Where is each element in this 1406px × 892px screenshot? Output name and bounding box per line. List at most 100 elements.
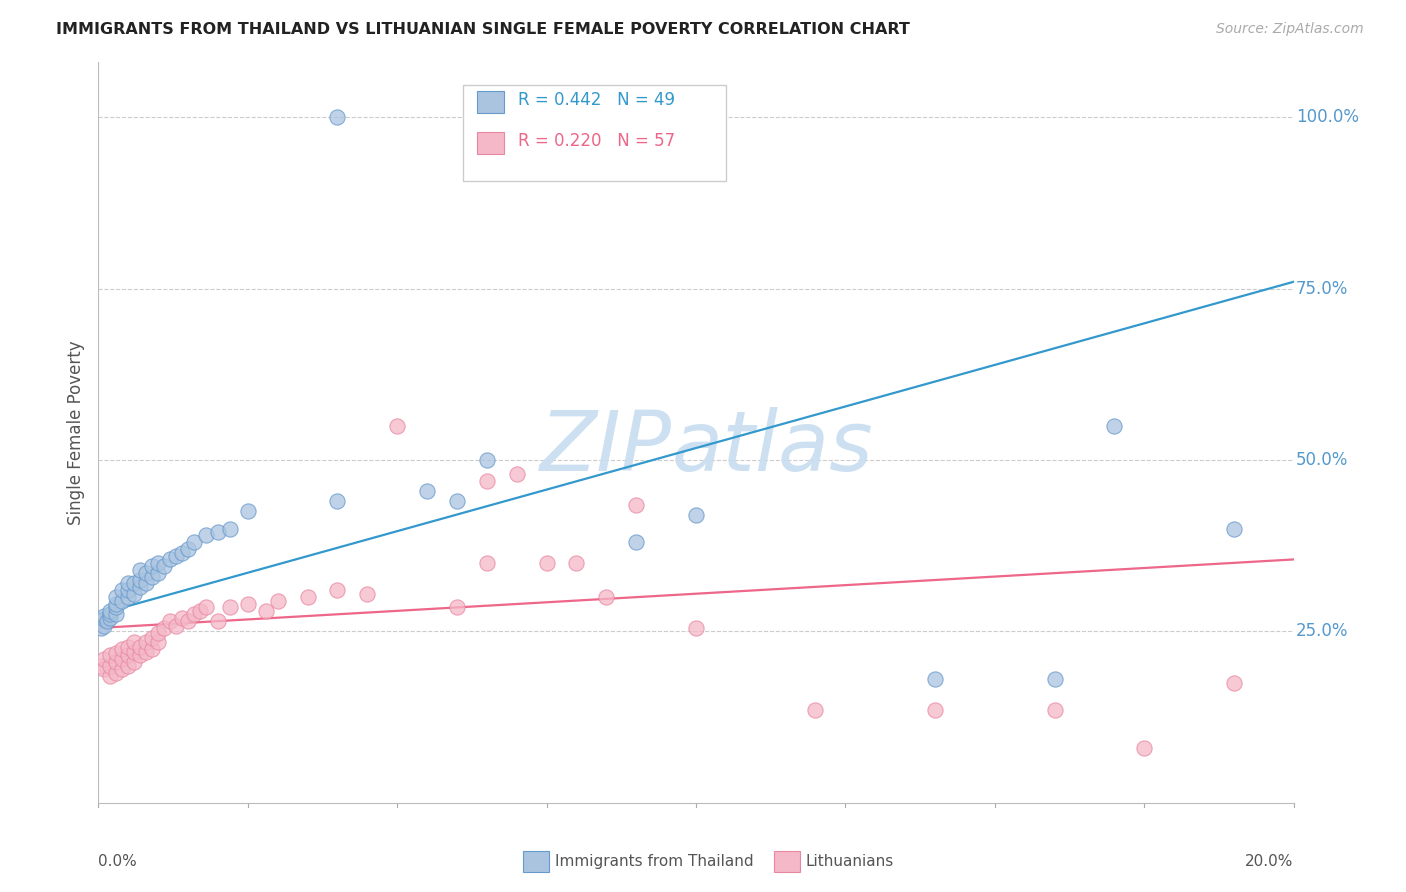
Point: [90, 658, 112, 673]
Point: [124, 634, 146, 648]
Point: [207, 524, 229, 539]
Point: [685, 621, 707, 635]
Text: 20.0%: 20.0%: [1246, 854, 1294, 869]
Point: [416, 483, 439, 498]
Point: [129, 580, 152, 594]
Point: [117, 640, 139, 654]
Bar: [773, 851, 800, 871]
Text: ZIP: ZIP: [540, 407, 672, 488]
Point: [297, 590, 319, 604]
Point: [135, 566, 157, 581]
Point: [326, 583, 349, 598]
Point: [117, 590, 139, 604]
Point: [1104, 418, 1126, 433]
Point: [98, 607, 122, 622]
Point: [236, 504, 259, 518]
Point: [1223, 676, 1246, 690]
Point: [105, 607, 128, 622]
Point: [446, 494, 468, 508]
Point: [267, 593, 290, 607]
Point: [207, 614, 229, 628]
Point: [117, 576, 139, 591]
Text: Lithuanians: Lithuanians: [806, 854, 894, 869]
Point: [1043, 703, 1066, 717]
Text: IMMIGRANTS FROM THAILAND VS LITHUANIAN SINGLE FEMALE POVERTY CORRELATION CHART: IMMIGRANTS FROM THAILAND VS LITHUANIAN S…: [56, 22, 910, 37]
Point: [172, 610, 194, 624]
Text: Immigrants from Thailand: Immigrants from Thailand: [555, 854, 754, 869]
Point: [236, 597, 259, 611]
Point: [385, 418, 409, 433]
Point: [536, 556, 558, 570]
Point: [685, 508, 707, 522]
Point: [924, 673, 946, 687]
Point: [93, 662, 115, 676]
Point: [111, 641, 134, 656]
Point: [105, 665, 128, 680]
Point: [111, 583, 134, 598]
Point: [105, 600, 128, 615]
Point: [626, 535, 648, 549]
Point: [135, 634, 157, 648]
Point: [141, 641, 163, 656]
Point: [117, 648, 139, 663]
Point: [148, 625, 170, 640]
Bar: [477, 132, 503, 153]
Text: atlas: atlas: [672, 407, 873, 488]
Point: [475, 556, 498, 570]
Point: [506, 467, 529, 481]
Point: [98, 648, 122, 663]
Point: [124, 645, 146, 659]
Point: [105, 597, 128, 611]
Point: [148, 634, 170, 648]
Text: 75.0%: 75.0%: [1296, 280, 1348, 298]
Point: [129, 573, 152, 587]
Point: [172, 545, 194, 559]
Point: [105, 646, 128, 660]
Text: R = 0.442   N = 49: R = 0.442 N = 49: [517, 91, 675, 109]
Point: [1223, 522, 1246, 536]
Point: [475, 474, 498, 488]
Point: [446, 600, 468, 615]
Point: [111, 662, 134, 676]
Point: [219, 600, 242, 615]
Point: [1133, 741, 1156, 756]
Point: [141, 559, 163, 574]
Bar: [477, 92, 503, 112]
Point: [804, 703, 827, 717]
Text: 25.0%: 25.0%: [1296, 623, 1348, 640]
Point: [124, 655, 146, 669]
Text: 0.0%: 0.0%: [98, 854, 138, 869]
Point: [135, 645, 157, 659]
Point: [254, 604, 277, 618]
Point: [98, 610, 122, 624]
Point: [141, 569, 163, 583]
Point: [1043, 673, 1066, 687]
Point: [595, 590, 617, 604]
Point: [98, 658, 122, 673]
Point: [356, 587, 378, 601]
Point: [98, 604, 122, 618]
Point: [475, 453, 498, 467]
Point: [105, 590, 128, 604]
Point: [153, 559, 176, 574]
Point: [195, 528, 218, 542]
Point: [93, 609, 115, 624]
Point: [96, 614, 118, 628]
FancyBboxPatch shape: [463, 85, 725, 181]
Point: [111, 652, 134, 666]
Text: Source: ZipAtlas.com: Source: ZipAtlas.com: [1216, 22, 1364, 37]
Point: [165, 549, 187, 563]
Point: [219, 522, 242, 536]
Point: [188, 604, 211, 618]
Point: [326, 494, 349, 508]
Point: [148, 556, 170, 570]
Point: [93, 612, 115, 626]
Point: [177, 614, 200, 628]
Point: [626, 498, 648, 512]
Point: [153, 621, 176, 635]
Text: 100.0%: 100.0%: [1296, 108, 1360, 127]
Point: [183, 607, 205, 622]
Point: [93, 619, 115, 633]
Point: [326, 110, 349, 124]
Point: [117, 658, 139, 673]
